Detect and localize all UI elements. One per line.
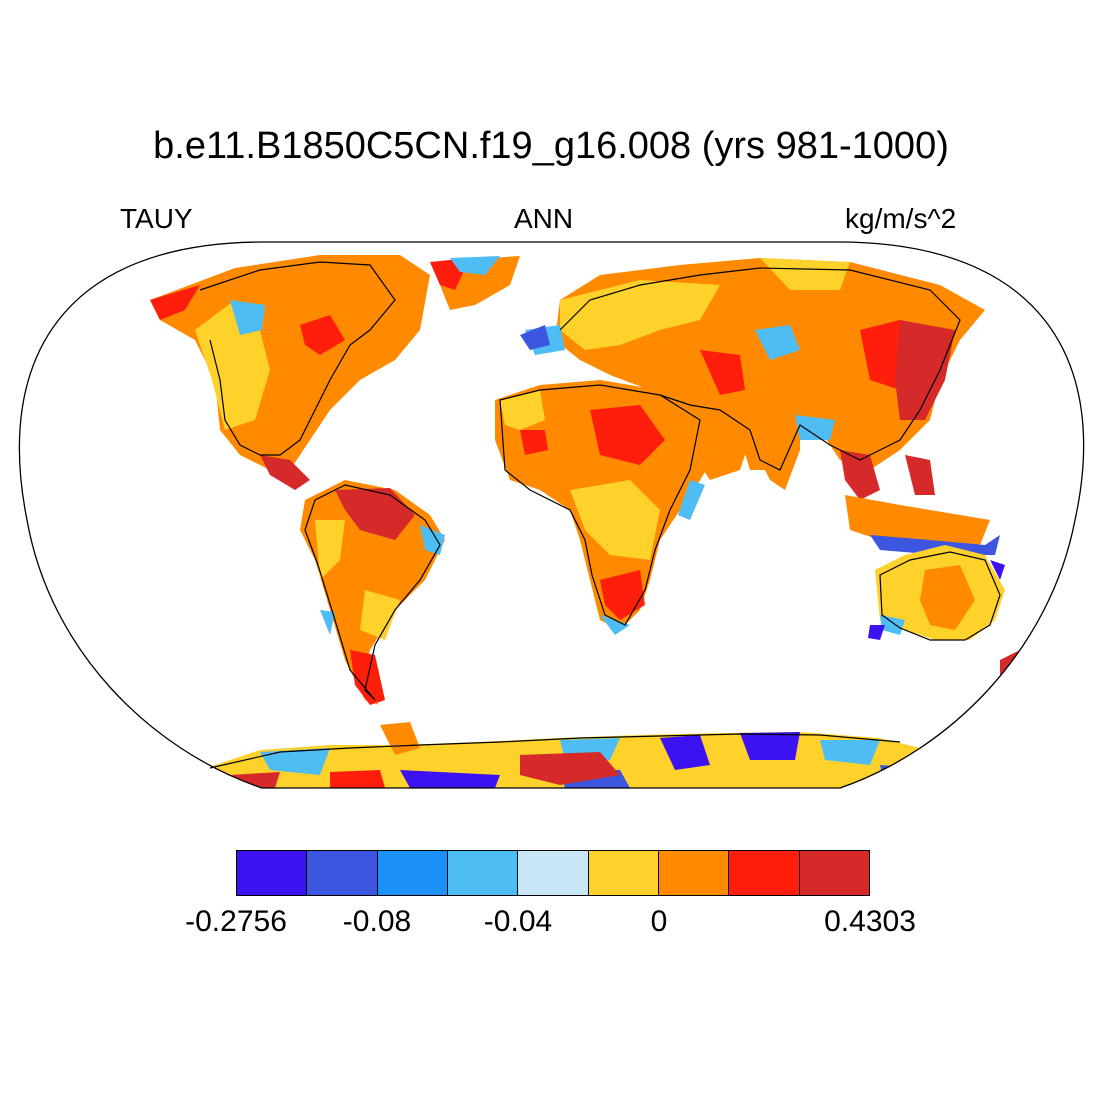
colorbar-box-3 [377,851,448,895]
gulf-coast-region [260,455,310,490]
eurasia-blue-region [520,325,550,350]
colorbar-box-2 [307,851,378,895]
south-africa-hot-region [600,570,645,620]
australia-edge-region [868,560,1005,640]
north-america-region [150,255,430,470]
globe-outline [18,241,1085,789]
north-america-hot-region [150,285,345,355]
australia-orange-region [920,565,975,630]
north-america-west-region [195,300,270,430]
africa-cool-region [600,480,705,635]
australia-coastline [879,551,1001,641]
south-america-hot-region [335,488,415,540]
colorbar-box-7 [658,851,730,895]
variable-label: TAUY [120,203,193,234]
colorbar-label-zero: 0 [650,905,668,938]
australia-cool-region [880,615,905,635]
season-label: ANN [514,203,574,234]
eurasia-cool-region [525,325,800,360]
india-cool-region [795,415,835,440]
units-label: kg/m/s^2 [845,203,957,234]
east-asia-hot-region [895,320,955,420]
africa-coastline [499,384,701,626]
south-america-cool-region [320,525,445,635]
colorbar-label-max: 0.4303 [824,905,916,938]
colorbar-box-4 [447,851,519,895]
north-america-cool-region [230,300,265,335]
new-zealand-region [1000,640,1045,675]
asia-hot-region [700,320,920,395]
south-america-gold-region [315,520,400,640]
coastline-layer [199,261,1001,769]
eurasia-coastline [559,267,961,471]
colorbar-box-8 [729,851,800,895]
field-layer [150,255,1045,788]
colorbar-box-1 [237,851,308,895]
plot-title: b.e11.B1850C5CN.f19_g16.008 (yrs 981-100… [153,125,949,167]
colorbar-label-3: -0.04 [483,905,553,938]
north-america-coastline [199,261,396,456]
colorbar-box-6 [588,851,659,895]
colorbar-box-9 [799,851,869,895]
colorbar [236,850,870,896]
antarctica-red-region [330,770,385,788]
colorbar-label-2: -0.08 [342,905,412,938]
antarctica-orange-region [380,722,420,755]
south-america-coastline [304,484,441,701]
greenland-cool-region [450,256,500,275]
colorbar-box-5 [518,851,589,895]
southeast-asia-region [840,450,935,500]
eurasia-gold-region [560,258,850,350]
arabia-region [680,410,750,480]
antarctica-blue-region [400,732,800,788]
sahara-hot-region [520,405,665,465]
africa-gold-region [500,390,660,560]
antarctica-hot-region [230,752,620,788]
indonesia-region [845,495,990,545]
antarctica-coastline [209,733,901,769]
india-region [745,420,800,490]
colorbar-label-min: -0.2756 [185,905,287,938]
indonesia-blue-region [870,535,1000,555]
